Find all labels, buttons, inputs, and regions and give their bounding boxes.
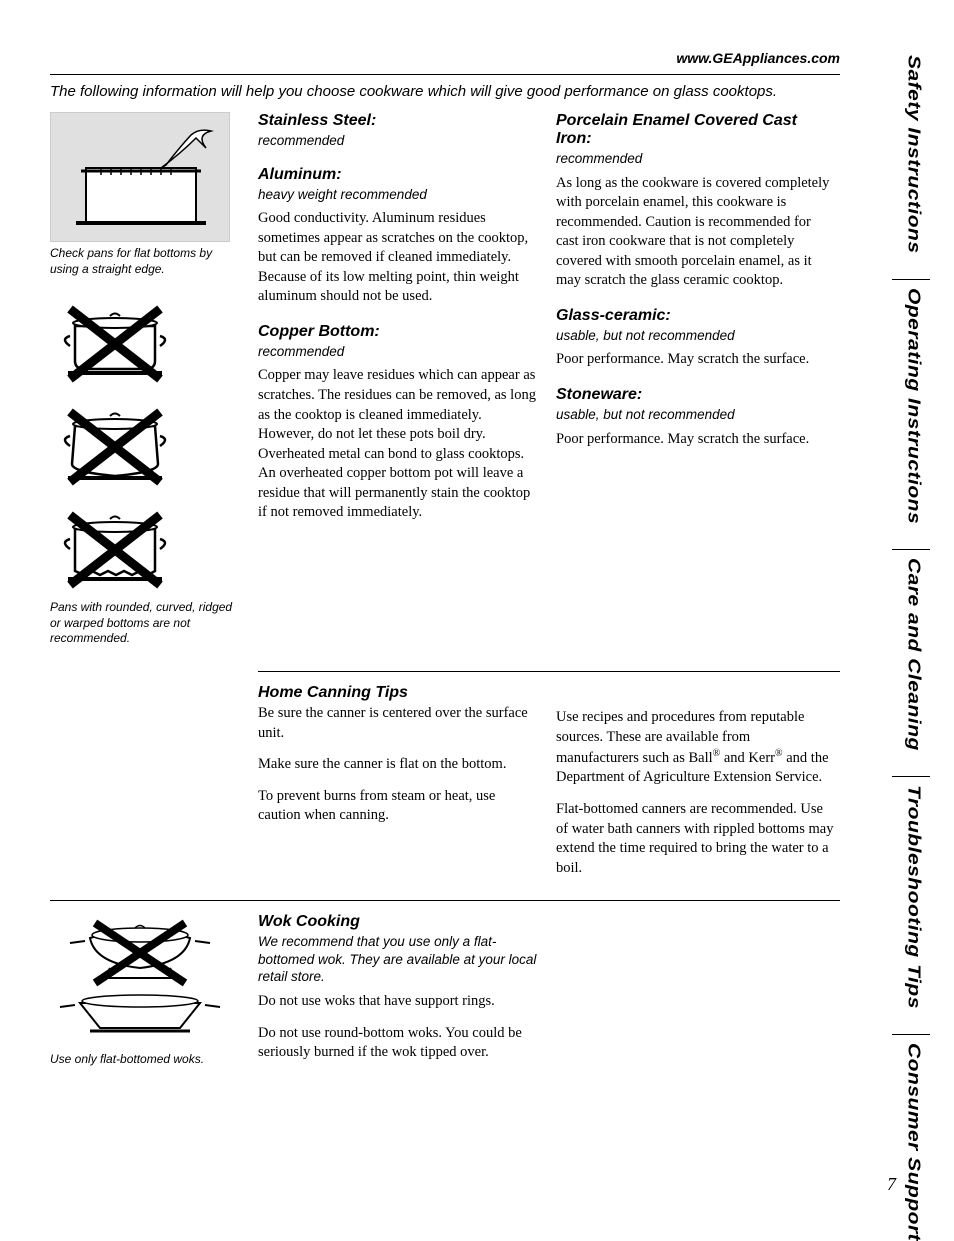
stoneware-title: Stoneware: bbox=[556, 386, 836, 404]
tab-operating: Operating Instructions bbox=[898, 288, 924, 524]
copper-body: Copper may leave residues which can appe… bbox=[258, 366, 538, 523]
canning-p5: Flat-bottomed canners are recommended. U… bbox=[556, 800, 836, 878]
stainless-title: Stainless Steel: bbox=[258, 112, 538, 130]
aluminum-sub: heavy weight recommended bbox=[258, 186, 538, 204]
intro-text: The following information will help you … bbox=[50, 83, 840, 100]
illustration-pot-rounded bbox=[50, 291, 180, 386]
aluminum-title: Aluminum: bbox=[258, 166, 538, 184]
tab-safety: Safety Instructions bbox=[898, 55, 924, 254]
glass-sub: usable, but not recommended bbox=[556, 327, 836, 345]
tab-troubleshooting: Troubleshooting Tips bbox=[898, 785, 924, 1009]
wok-illustration-column: Use only flat-bottomed woks. bbox=[50, 913, 240, 1082]
side-tabs: Safety Instructions Operating Instructio… bbox=[896, 55, 926, 1241]
wok-p1: Do not use woks that have support rings. bbox=[258, 992, 538, 1012]
divider-wok bbox=[50, 900, 840, 901]
canning-column-right: Use recipes and procedures from reputabl… bbox=[556, 684, 836, 890]
wok-text-column: Wok Cooking We recommend that you use on… bbox=[258, 913, 538, 1082]
glass-body: Poor performance. May scratch the surfac… bbox=[556, 350, 836, 370]
divider-top bbox=[50, 74, 840, 75]
canning-column-left: Home Canning Tips Be sure the canner is … bbox=[258, 684, 538, 890]
canning-p3: To prevent burns from steam or heat, use… bbox=[258, 787, 538, 826]
caption-rounded: Pans with rounded, curved, ridged or war… bbox=[50, 600, 240, 647]
tab-care: Care and Cleaning bbox=[898, 558, 924, 751]
illustration-flat-check bbox=[50, 112, 230, 242]
canning-p2: Make sure the canner is flat on the bott… bbox=[258, 755, 538, 775]
page-number: 7 bbox=[887, 1174, 896, 1195]
illustration-pot-ridged bbox=[50, 497, 180, 592]
copper-title: Copper Bottom: bbox=[258, 323, 538, 341]
porcelain-title: Porcelain Enamel Covered Cast Iron: bbox=[556, 112, 836, 148]
porcelain-body: As long as the cookware is covered compl… bbox=[556, 174, 836, 291]
right-column: Porcelain Enamel Covered Cast Iron: reco… bbox=[556, 112, 836, 661]
canning-title: Home Canning Tips bbox=[258, 684, 538, 702]
canning-p1: Be sure the canner is centered over the … bbox=[258, 704, 538, 743]
wok-sub: We recommend that you use only a flat-bo… bbox=[258, 933, 538, 986]
caption-wok: Use only flat-bottomed woks. bbox=[50, 1052, 240, 1068]
caption-flat: Check pans for flat bottoms by using a s… bbox=[50, 246, 240, 277]
illustration-column: Check pans for flat bottoms by using a s… bbox=[50, 112, 240, 661]
tab-consumer: Consumer Support bbox=[898, 1043, 924, 1241]
porcelain-sub: recommended bbox=[556, 150, 836, 168]
aluminum-body: Good conductivity. Aluminum residues som… bbox=[258, 209, 538, 307]
page-url: www.GEAppliances.com bbox=[50, 50, 840, 66]
glass-title: Glass-ceramic: bbox=[556, 307, 836, 325]
divider-canning bbox=[258, 671, 840, 672]
canning-p4: Use recipes and procedures from reputabl… bbox=[556, 708, 836, 788]
copper-sub: recommended bbox=[258, 343, 538, 361]
wok-p2: Do not use round-bottom woks. You could … bbox=[258, 1024, 538, 1063]
middle-column: Stainless Steel: recommended Aluminum: h… bbox=[258, 112, 538, 661]
wok-title: Wok Cooking bbox=[258, 913, 538, 931]
stoneware-sub: usable, but not recommended bbox=[556, 406, 836, 424]
stainless-sub: recommended bbox=[258, 132, 538, 150]
stoneware-body: Poor performance. May scratch the surfac… bbox=[556, 430, 836, 450]
illustration-wok bbox=[50, 913, 230, 1048]
illustration-pot-curved bbox=[50, 394, 180, 489]
